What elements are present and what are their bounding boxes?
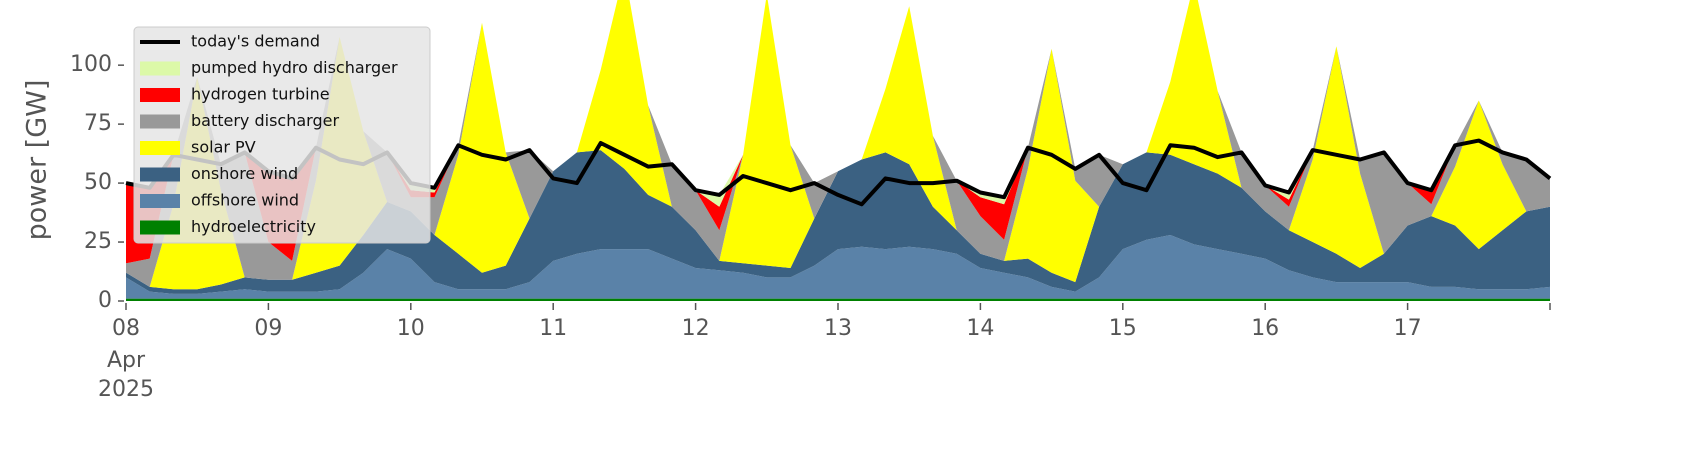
legend-swatch [140,141,180,155]
x-tick-label: 08 [112,316,140,341]
y-tick-label: 50 [84,170,112,195]
x-tick-sublabel: 2025 [98,377,154,402]
area [126,298,1550,301]
x-tick-label: 10 [397,316,425,341]
legend-swatch [140,61,180,76]
legend-swatch [140,114,180,129]
y-tick-label: 75 [84,111,112,136]
legend-box [133,26,431,244]
legend-label: offshore wind [191,191,299,210]
x-tick-label: 16 [1251,316,1279,341]
x-tick-label: 15 [1109,316,1137,341]
legend-swatch [140,220,180,235]
x-tick-sublabel: Apr [107,348,146,373]
legend-swatch [140,88,180,102]
x-tick-label: 13 [824,316,852,341]
area [126,0,1550,287]
y-tick-label: 0 [98,288,112,313]
legend-label: hydroelectricity [191,217,316,236]
area [126,0,1550,290]
y-tick-label: 25 [84,229,112,254]
legend-label: pumped hydro discharger [191,58,398,77]
x-tick-label: 09 [254,316,282,341]
legend-label: battery discharger [191,111,339,130]
y-tick-label: 100 [70,52,112,77]
legend-label: solar PV [191,138,256,157]
x-tick-label: 12 [682,316,710,341]
legend-swatch [140,194,180,208]
x-tick-label: 17 [1394,316,1422,341]
legend-label: today's demand [191,32,320,51]
y-axis-label: power [GW] [22,80,53,241]
legend-label: onshore wind [191,164,298,183]
x-tick-label: 11 [539,316,567,341]
area [126,150,1550,294]
x-tick-label: 14 [966,316,994,341]
legend-swatch [140,167,180,182]
area [126,235,1550,299]
legend-label: hydrogen turbine [191,85,330,104]
